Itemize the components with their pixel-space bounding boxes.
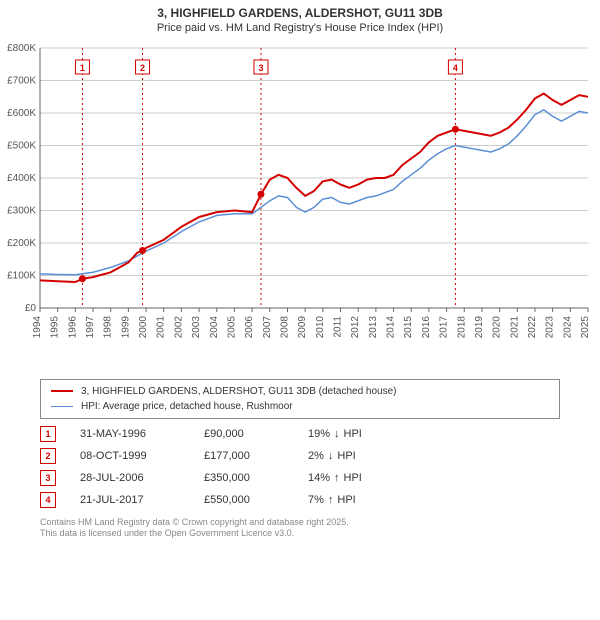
svg-text:£0: £0 [25, 303, 37, 314]
svg-text:£800K: £800K [7, 43, 36, 54]
svg-text:2023: 2023 [545, 315, 556, 338]
svg-text:2009: 2009 [297, 315, 308, 338]
sales-row: 3 28-JUL-2006 £350,000 14%↑HPI [40, 467, 560, 489]
svg-text:£300K: £300K [7, 205, 36, 216]
legend-row: HPI: Average price, detached house, Rush… [51, 399, 549, 414]
svg-text:2007: 2007 [262, 315, 273, 338]
sales-table: 1 31-MAY-1996 £90,000 19%↓HPI 2 08-OCT-1999 £1… [40, 423, 560, 511]
chart-container: 3, HIGHFIELD GARDENS, ALDERSHOT, GU11 3D… [0, 0, 600, 620]
svg-text:2013: 2013 [368, 315, 379, 338]
sale-date: 21-JUL-2017 [80, 494, 180, 506]
svg-text:2021: 2021 [509, 315, 520, 338]
svg-text:2002: 2002 [173, 315, 184, 338]
chart-subtitle: Price paid vs. HM Land Registry's House … [0, 22, 600, 38]
svg-text:2001: 2001 [156, 315, 167, 338]
chart-plot-area: £0 £100K £200K £300K £400K £500K £600K £700K £80… [0, 38, 600, 373]
sale-price: £90,000 [204, 428, 284, 440]
svg-text:2014: 2014 [386, 315, 397, 338]
footer-attribution: Contains HM Land Registry data © Crown c… [40, 517, 560, 540]
sales-row: 1 31-MAY-1996 £90,000 19%↓HPI [40, 423, 560, 445]
svg-text:2011: 2011 [333, 315, 344, 337]
sale-marker-box: 4 [40, 492, 56, 508]
svg-text:2000: 2000 [138, 315, 149, 338]
svg-text:2008: 2008 [279, 315, 290, 338]
legend: 3, HIGHFIELD GARDENS, ALDERSHOT, GU11 3D… [40, 379, 560, 419]
arrow-icon: ↓ [328, 450, 334, 462]
svg-text:2019: 2019 [474, 315, 485, 338]
sale-delta: 2%↓HPI [308, 450, 388, 462]
svg-text:2003: 2003 [191, 315, 202, 338]
svg-text:£200K: £200K [7, 238, 36, 249]
arrow-icon: ↑ [328, 494, 334, 506]
svg-text:2022: 2022 [527, 315, 538, 338]
svg-text:2020: 2020 [492, 315, 503, 338]
footer-line2: This data is licensed under the Open Gov… [40, 528, 560, 540]
sale-marker-box: 3 [40, 470, 56, 486]
svg-text:2024: 2024 [562, 315, 573, 338]
svg-text:£700K: £700K [7, 75, 36, 86]
svg-text:2025: 2025 [580, 315, 591, 338]
sale-delta: 19%↓HPI [308, 428, 388, 440]
sales-row: 4 21-JUL-2017 £550,000 7%↑HPI [40, 489, 560, 511]
svg-text:£400K: £400K [7, 173, 36, 184]
svg-text:2017: 2017 [439, 315, 450, 338]
legend-swatch [51, 390, 73, 392]
arrow-icon: ↓ [334, 428, 340, 440]
sales-row: 2 08-OCT-1999 £177,000 2%↓HPI [40, 445, 560, 467]
sale-date: 08-OCT-1999 [80, 450, 180, 462]
svg-text:£100K: £100K [7, 270, 36, 281]
svg-text:£500K: £500K [7, 140, 36, 151]
sale-marker-box: 2 [40, 448, 56, 464]
sale-delta: 7%↑HPI [308, 494, 388, 506]
sale-marker-box: 1 [40, 426, 56, 442]
chart-title: 3, HIGHFIELD GARDENS, ALDERSHOT, GU11 3D… [0, 0, 600, 22]
svg-text:1999: 1999 [120, 315, 131, 338]
sale-price: £177,000 [204, 450, 284, 462]
svg-text:2015: 2015 [403, 315, 414, 338]
svg-text:2010: 2010 [315, 315, 326, 338]
svg-text:2018: 2018 [456, 315, 467, 338]
svg-text:2006: 2006 [244, 315, 255, 338]
svg-text:2004: 2004 [209, 315, 220, 338]
sale-price: £550,000 [204, 494, 284, 506]
svg-text:1994: 1994 [32, 315, 43, 338]
svg-text:2016: 2016 [421, 315, 432, 338]
svg-text:3: 3 [258, 63, 263, 73]
sale-price: £350,000 [204, 472, 284, 484]
svg-text:1998: 1998 [103, 315, 114, 338]
footer-line1: Contains HM Land Registry data © Crown c… [40, 517, 560, 529]
sale-date: 28-JUL-2006 [80, 472, 180, 484]
sale-date: 31-MAY-1996 [80, 428, 180, 440]
legend-label: HPI: Average price, detached house, Rush… [81, 399, 293, 414]
svg-text:2012: 2012 [350, 315, 361, 338]
svg-text:1995: 1995 [50, 315, 61, 338]
svg-text:£600K: £600K [7, 108, 36, 119]
arrow-icon: ↑ [334, 472, 340, 484]
sale-delta: 14%↑HPI [308, 472, 388, 484]
line-chart-svg: £0 £100K £200K £300K £400K £500K £600K £700K £80… [0, 38, 600, 368]
svg-text:1996: 1996 [67, 315, 78, 338]
legend-row: 3, HIGHFIELD GARDENS, ALDERSHOT, GU11 3D… [51, 384, 549, 399]
svg-text:2005: 2005 [226, 315, 237, 338]
svg-text:1997: 1997 [85, 315, 96, 338]
legend-label: 3, HIGHFIELD GARDENS, ALDERSHOT, GU11 3D… [81, 384, 397, 399]
svg-text:4: 4 [453, 63, 458, 73]
svg-text:1: 1 [80, 63, 85, 73]
legend-swatch [51, 406, 73, 407]
svg-text:2: 2 [140, 63, 145, 73]
